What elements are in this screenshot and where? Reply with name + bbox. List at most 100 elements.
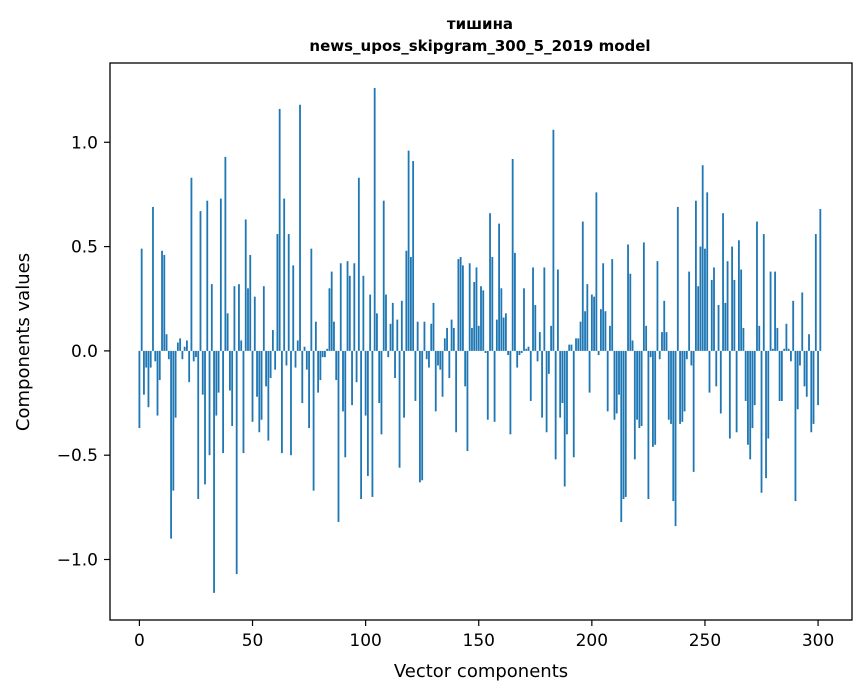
bar	[769, 271, 772, 351]
bar	[328, 288, 331, 351]
bar	[690, 350, 693, 366]
bar	[342, 350, 344, 412]
bar	[774, 271, 776, 351]
y-tick-label: 0.0	[71, 342, 98, 362]
bar	[631, 340, 634, 351]
bar	[247, 288, 249, 351]
bar	[688, 271, 691, 351]
bar	[785, 323, 788, 351]
bar	[792, 300, 795, 351]
bar	[249, 254, 252, 351]
bar	[749, 350, 752, 460]
bar	[629, 273, 632, 351]
bar	[448, 350, 451, 379]
bar	[726, 261, 729, 351]
bar	[719, 350, 722, 414]
bar	[181, 350, 184, 360]
bar	[314, 321, 317, 351]
bar	[457, 259, 460, 351]
bar	[640, 350, 643, 426]
bar	[645, 325, 648, 351]
bar	[658, 350, 661, 360]
bar	[419, 350, 421, 483]
bar	[683, 350, 686, 412]
bar	[161, 250, 163, 351]
bar	[443, 338, 446, 351]
bar	[593, 296, 596, 351]
bar	[808, 334, 810, 351]
bar	[378, 350, 381, 404]
bar	[376, 313, 378, 351]
bar	[251, 350, 254, 422]
y-tick-label: 1.0	[71, 133, 98, 153]
bar	[428, 350, 430, 368]
bar	[158, 350, 161, 381]
bar	[529, 350, 532, 401]
bar	[391, 302, 394, 351]
bar	[685, 350, 688, 360]
bar	[176, 342, 179, 351]
bar	[697, 286, 700, 351]
bar	[724, 302, 727, 351]
bar	[140, 248, 143, 351]
bar	[357, 177, 360, 351]
bar	[760, 350, 763, 493]
bar	[396, 319, 399, 351]
bar	[561, 350, 564, 404]
bar	[482, 290, 485, 351]
bar	[550, 325, 553, 351]
bar	[527, 346, 530, 351]
bar	[627, 244, 629, 351]
bar	[552, 129, 555, 351]
bar	[756, 221, 758, 351]
bar	[319, 350, 322, 381]
bar	[495, 319, 498, 351]
bar	[516, 350, 519, 368]
bar	[656, 261, 659, 351]
bar	[459, 257, 462, 351]
bar	[572, 350, 575, 458]
bar	[577, 338, 580, 351]
bar	[434, 350, 437, 412]
bar	[276, 234, 279, 351]
bar	[545, 350, 548, 433]
bar	[437, 350, 439, 366]
chart-title: тишина	[447, 15, 513, 33]
bar	[520, 350, 523, 353]
bar	[224, 156, 227, 351]
bar	[335, 350, 338, 381]
bar	[364, 350, 367, 416]
bar	[570, 344, 573, 351]
bar	[147, 350, 150, 408]
bar	[480, 286, 482, 351]
bar	[794, 350, 797, 502]
bar	[722, 213, 724, 351]
y-tick-label: −1.0	[57, 551, 98, 571]
bar	[265, 350, 267, 387]
bar	[441, 350, 444, 397]
bar	[152, 206, 154, 351]
bar	[258, 350, 261, 433]
bar	[308, 350, 310, 429]
bar	[226, 313, 229, 351]
bar	[274, 350, 277, 370]
bar	[204, 350, 206, 485]
bar	[416, 321, 419, 351]
bar	[228, 350, 231, 391]
bar	[642, 242, 645, 351]
bar	[222, 350, 225, 454]
bar	[638, 350, 641, 429]
bar	[606, 350, 609, 412]
bar	[597, 350, 600, 356]
bar	[620, 350, 623, 522]
bar	[412, 161, 415, 351]
bar	[504, 313, 507, 351]
bar	[360, 350, 363, 500]
bar	[498, 223, 500, 351]
bar	[486, 350, 489, 420]
bar	[344, 350, 347, 458]
bar	[353, 263, 356, 351]
bar	[819, 209, 822, 351]
bar	[810, 350, 813, 433]
